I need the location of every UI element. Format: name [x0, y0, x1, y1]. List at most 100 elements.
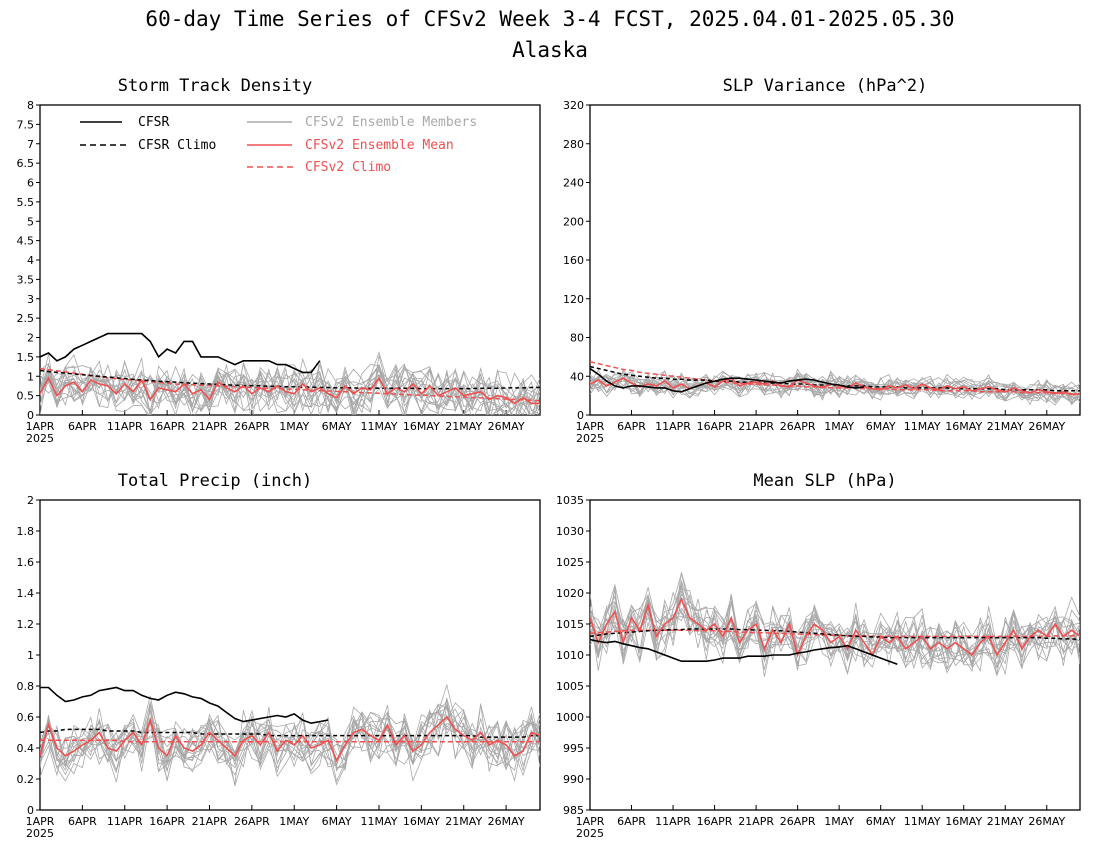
- total-precip-xtick-label: 1APR: [26, 815, 55, 828]
- legend-ens-mean-label: CFSv2 Ensemble Mean: [305, 138, 454, 153]
- slp-variance-ytick-label: 80: [570, 332, 584, 345]
- mean-slp-xtick-label: 26APR: [780, 815, 816, 828]
- total-precip-ytick-label: 1.4: [17, 587, 35, 600]
- storm-track-density-xtick-label: 21MAY: [445, 420, 482, 433]
- total-precip-ytick-label: 1.2: [17, 618, 35, 631]
- storm-track-density-ytick-label: 7.5: [17, 118, 35, 131]
- total-precip-ytick-label: 2: [27, 494, 34, 507]
- storm-track-density-ytick-label: 5.5: [17, 196, 35, 209]
- storm-track-density-ytick-label: 0.5: [17, 390, 35, 403]
- total-precip-ytick-label: 1.8: [17, 525, 35, 538]
- slp-variance-xtick-label: 1MAY: [824, 420, 854, 433]
- mean-slp-ytick-label: 990: [563, 773, 584, 786]
- storm-track-density-member-line: [40, 357, 529, 415]
- slp-variance-member-line: [590, 368, 1080, 403]
- mean-slp-ytick-label: 1000: [556, 711, 584, 724]
- storm-track-density-ytick-label: 1: [27, 370, 34, 383]
- total-precip-ytick-label: 0.2: [17, 773, 35, 786]
- legend-cfsv2-climo-label: CFSv2 Climo: [305, 160, 391, 175]
- storm-track-density-ytick-label: 2.5: [17, 312, 35, 325]
- slp-variance-xtick-label: 21APR: [738, 420, 774, 433]
- total-precip-member-line: [40, 703, 540, 782]
- total-precip-ytick-label: 0: [27, 804, 34, 817]
- total-precip-xtick-label: 16APR: [149, 815, 185, 828]
- storm-track-density-ytick-label: 1.5: [17, 351, 35, 364]
- total-precip-ytick-label: 0.8: [17, 680, 35, 693]
- total-precip-xtick-year: 2025: [26, 827, 54, 840]
- slp-variance-xtick-label: 1APR: [576, 420, 605, 433]
- slp-variance-xtick-label: 26MAY: [1028, 420, 1065, 433]
- total-precip-xtick-label: 26APR: [234, 815, 270, 828]
- slp-variance-plot-area: [590, 360, 1080, 406]
- total-precip-member-line: [40, 708, 540, 773]
- total-precip-frame: [39, 499, 541, 811]
- storm-track-density-xtick-label: 1APR: [26, 420, 55, 433]
- mean-slp-xtick-label: 1APR: [576, 815, 605, 828]
- slp-variance-cfsv2-climo-line: [590, 360, 1080, 395]
- slp-variance-ytick-label: 120: [563, 293, 584, 306]
- slp-variance-xtick-year: 2025: [576, 432, 604, 445]
- slp-variance-ytick-label: 320: [563, 99, 584, 112]
- storm-track-density-cfsr-line: [40, 332, 321, 374]
- storm-track-density-xtick-label: 16APR: [149, 420, 185, 433]
- mean-slp-title: Mean SLP (hPa): [753, 471, 896, 491]
- total-precip-xtick-label: 6MAY: [322, 815, 352, 828]
- storm-track-density-member-line: [40, 357, 540, 415]
- storm-track-density-title: Storm Track Density: [118, 76, 312, 96]
- mean-slp-xtick-label: 1MAY: [824, 815, 854, 828]
- panel-total-precip: Total Precip (inch) 0 0.2 0.4 0.6 0.8 1 1.2 1.4 1…: [17, 471, 541, 840]
- total-precip-cfsr-line: [40, 686, 329, 725]
- mean-slp-ytick-label: 1020: [556, 587, 584, 600]
- slp-variance-xtick-label: 6APR: [617, 420, 646, 433]
- storm-track-density-ens-mean-line: [40, 376, 540, 405]
- total-precip-xtick-label: 21MAY: [445, 815, 482, 828]
- slp-variance-cfsr-line: [590, 367, 865, 393]
- legend-members-label: CFSv2 Ensemble Members: [305, 115, 477, 130]
- storm-track-density-member-line: [40, 354, 540, 415]
- slp-variance-xtick-label: 26APR: [780, 420, 816, 433]
- mean-slp-xtick-label: 21MAY: [987, 815, 1024, 828]
- mean-slp-member-line: [590, 582, 1080, 674]
- mean-slp-member-line: [590, 590, 1080, 671]
- storm-track-density-plot-area: [40, 332, 540, 415]
- storm-track-density-xtick-year: 2025: [26, 432, 54, 445]
- mean-slp-xtick-year: 2025: [576, 827, 604, 840]
- storm-track-density-ytick-label: 6.5: [17, 157, 35, 170]
- slp-variance-member-line: [590, 375, 1080, 403]
- total-precip-member-line: [40, 699, 540, 783]
- storm-track-density-ytick-label: 5: [27, 215, 34, 228]
- total-precip-ens-mean-line: [40, 715, 540, 763]
- slp-variance-ytick-label: 40: [570, 370, 584, 383]
- mean-slp-xtick-label: 6MAY: [866, 815, 896, 828]
- mean-slp-ytick-label: 1025: [556, 556, 584, 569]
- mean-slp-ytick-label: 1015: [556, 618, 584, 631]
- storm-track-density-ytick-label: 0: [27, 409, 34, 422]
- legend: CFSR CFSR Climo CFSv2 Ensemble Members C…: [80, 115, 477, 175]
- figure-subtitle: Alaska: [512, 38, 588, 62]
- mean-slp-ytick-label: 1010: [556, 649, 584, 662]
- mean-slp-member-line: [590, 593, 1080, 668]
- total-precip-xtick-label: 1MAY: [279, 815, 309, 828]
- total-precip-xtick-label: 6APR: [68, 815, 97, 828]
- storm-track-density-ytick-label: 4.5: [17, 235, 35, 248]
- mean-slp-xtick-label: 21APR: [738, 815, 774, 828]
- total-precip-xtick-label: 26MAY: [488, 815, 525, 828]
- storm-track-density-ytick-label: 3.5: [17, 273, 35, 286]
- mean-slp-ytick-label: 1035: [556, 494, 584, 507]
- total-precip-ytick-label: 0.4: [17, 742, 35, 755]
- total-precip-xtick-label: 11MAY: [361, 815, 398, 828]
- storm-track-density-ytick-label: 3: [27, 293, 34, 306]
- slp-variance-xtick-label: 16APR: [697, 420, 733, 433]
- mean-slp-member-line: [590, 591, 1080, 676]
- storm-track-density-xtick-label: 11APR: [107, 420, 143, 433]
- total-precip-member-line: [40, 702, 540, 787]
- slp-variance-title: SLP Variance (hPa^2): [723, 76, 928, 96]
- slp-variance-ytick-label: 240: [563, 177, 584, 190]
- slp-variance-xtick-label: 21MAY: [987, 420, 1024, 433]
- panel-slp-variance: SLP Variance (hPa^2) 0 40 80 120 160 200 240 280…: [563, 76, 1081, 445]
- total-precip-plot-area: [40, 683, 540, 787]
- slp-variance-xtick-label: 6MAY: [866, 420, 896, 433]
- total-precip-xtick-label: 21APR: [192, 815, 228, 828]
- storm-track-density-ytick-label: 2: [27, 332, 34, 345]
